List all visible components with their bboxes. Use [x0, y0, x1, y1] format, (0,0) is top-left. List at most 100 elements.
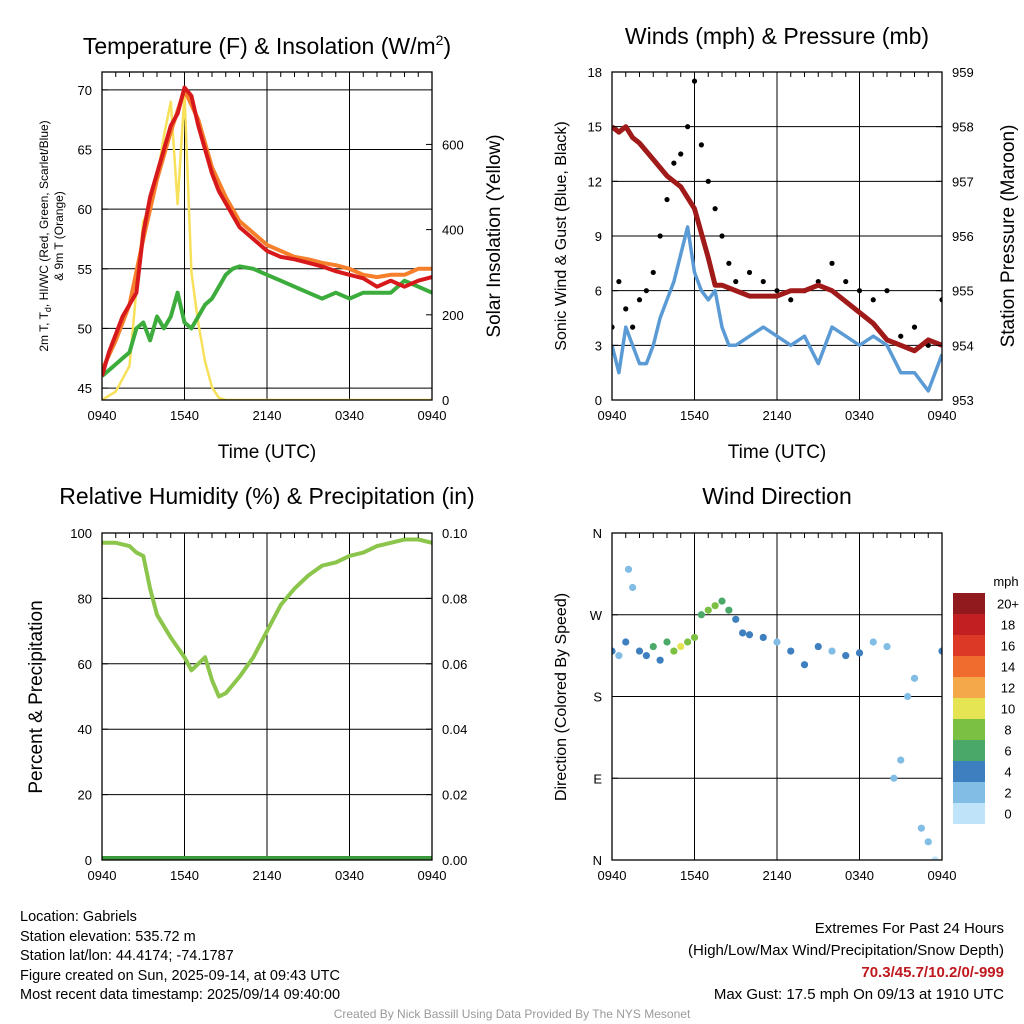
direction-point	[869, 638, 877, 646]
gust-point	[884, 288, 890, 294]
gust-point	[643, 288, 649, 294]
gust-point	[719, 233, 725, 239]
direction-point	[612, 647, 616, 655]
y-tick-label: 0.04	[442, 722, 467, 737]
gust-point	[726, 260, 732, 266]
y-tick-label: 0	[442, 393, 449, 408]
colorbar-label: 20+	[997, 597, 1019, 612]
direction-point	[938, 647, 942, 655]
direction-point	[732, 615, 740, 623]
direction-point	[725, 606, 733, 614]
y-tick-label: 0.02	[442, 788, 467, 803]
y-tick-label: 959	[952, 65, 974, 80]
y-tick-label: 600	[442, 137, 464, 152]
series-line-2m-td	[102, 264, 432, 378]
x-tick-label: 0940	[598, 408, 627, 423]
extremes-legend: (High/Low/Max Wind/Precipitation/Snow De…	[688, 942, 1004, 959]
direction-point	[642, 652, 650, 660]
direction-point	[649, 642, 657, 651]
direction-point	[615, 652, 623, 660]
direction-point	[773, 638, 781, 646]
colorbar-swatch	[953, 719, 985, 740]
extremes-box: Extremes For Past 24 Hours (High/Low/Max…	[688, 918, 1004, 1006]
colorbar-label: 10	[1001, 702, 1015, 717]
y-tick-label: W	[590, 608, 603, 623]
x-tick-label: 0940	[598, 868, 627, 883]
humidity-panel: Relative Humidity (%) & Precipitation (i…	[26, 483, 475, 883]
humidity-left-axis-label: Percent & Precipitation	[26, 600, 47, 793]
y-tick-label: N	[593, 526, 602, 541]
colorbar-label: 0	[1004, 807, 1011, 822]
winds-x-axis-label: Time (UTC)	[728, 442, 827, 463]
direction-point	[711, 602, 719, 610]
colorbar-unit-label: mph	[993, 574, 1018, 589]
winds-panel-title: Winds (mph) & Pressure (mb)	[625, 23, 929, 49]
recent-timestamp: Most recent data timestamp: 2025/09/14 0…	[20, 987, 341, 1004]
direction-point	[904, 692, 912, 701]
x-tick-label: 0340	[845, 408, 874, 423]
direction-point	[910, 674, 919, 682]
direction-point	[704, 606, 712, 614]
y-tick-label: 55	[78, 262, 92, 277]
colorbar-label: 16	[1001, 639, 1015, 654]
direction-point	[828, 647, 836, 655]
colorbar-swatch	[953, 635, 985, 656]
x-tick-label: 0940	[418, 408, 447, 423]
direction-point	[842, 652, 850, 660]
gust-point	[774, 288, 780, 294]
gust-point	[630, 324, 636, 330]
extremes-values: 70.3/45.7/10.2/0/-999	[861, 964, 1004, 981]
y-tick-label: 956	[952, 229, 974, 244]
direction-point	[684, 638, 692, 646]
direction-point	[663, 638, 671, 646]
colorbar-swatch	[953, 698, 985, 719]
direction-point	[890, 774, 898, 782]
y-tick-label: 400	[442, 223, 464, 238]
wind-direction-panel-title: Wind Direction	[702, 483, 852, 509]
x-tick-label: 0340	[335, 408, 364, 423]
temperature-panel: Temperature (F) & Insolation (W/m2) 0940…	[37, 32, 505, 463]
gust-point	[870, 297, 876, 303]
gust-point	[712, 206, 718, 212]
x-tick-label: 2140	[763, 868, 792, 883]
y-tick-label: 200	[442, 308, 464, 323]
series-line-2m-t	[102, 85, 432, 377]
x-tick-label: 1540	[680, 408, 709, 423]
direction-point	[677, 642, 685, 651]
y-tick-label: 40	[78, 722, 92, 737]
y-tick-label: 65	[78, 143, 92, 158]
pressure-right-axis-label: Station Pressure (Maroon)	[998, 125, 1019, 348]
direction-point	[739, 629, 747, 637]
relative-humidity-line	[102, 537, 432, 699]
direction-point	[931, 856, 939, 860]
y-tick-label: 955	[952, 284, 974, 299]
y-tick-label: 45	[78, 381, 92, 396]
max-gust: Max Gust: 17.5 mph On 09/13 at 1910 UTC	[713, 986, 1004, 1003]
y-tick-label: 0.06	[442, 657, 467, 672]
gust-point	[650, 269, 656, 276]
gust-point	[815, 278, 821, 285]
direction-point	[917, 824, 925, 832]
direction-point	[656, 656, 664, 664]
gust-point	[685, 124, 691, 130]
y-tick-label: N	[593, 853, 602, 868]
x-tick-label: 0940	[88, 868, 117, 883]
wind-direction-panel: Wind Direction 0940 1540 2140 0340 0940NESWN…	[553, 483, 1019, 883]
direction-point	[635, 647, 644, 655]
colorbar-swatch	[953, 740, 985, 761]
y-tick-label: 957	[952, 174, 974, 189]
y-tick-label: 18	[588, 65, 602, 80]
y-tick-label: 0.10	[442, 526, 467, 541]
gust-point	[664, 196, 670, 203]
colorbar-label: 14	[1001, 660, 1015, 675]
colorbar-swatch	[953, 614, 985, 635]
x-tick-label: 0340	[335, 868, 364, 883]
temperature-x-axis-label: Time (UTC)	[218, 442, 317, 463]
x-tick-label: 0940	[418, 868, 447, 883]
y-tick-label: 15	[588, 120, 602, 135]
gust-point	[829, 260, 835, 266]
direction-point	[622, 638, 630, 646]
y-tick-label: 12	[588, 174, 602, 189]
colorbar-swatch	[953, 656, 985, 677]
direction-point	[883, 642, 891, 651]
